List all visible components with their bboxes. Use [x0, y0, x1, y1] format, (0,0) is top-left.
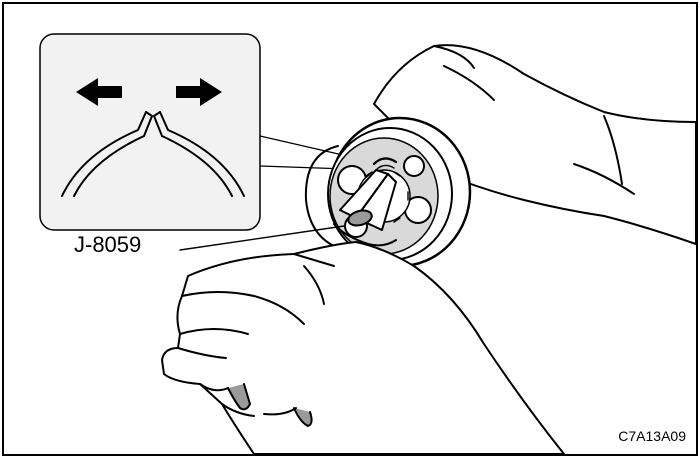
illustration: [39, 33, 696, 454]
lower-hand: [161, 241, 565, 454]
tool-label: J-8059: [74, 232, 142, 257]
upper-hand: [373, 44, 696, 245]
snap-ring-right-half: [153, 111, 245, 197]
arrow-right-icon: [176, 78, 222, 106]
snap-ring-pliers: [333, 169, 397, 247]
inset-detail: [39, 33, 383, 231]
snap-ring-left-half: [61, 111, 153, 197]
tool-leader-line: [179, 225, 345, 251]
arrow-left-icon: [76, 78, 122, 106]
figure-code: C7A13A09: [618, 428, 686, 444]
